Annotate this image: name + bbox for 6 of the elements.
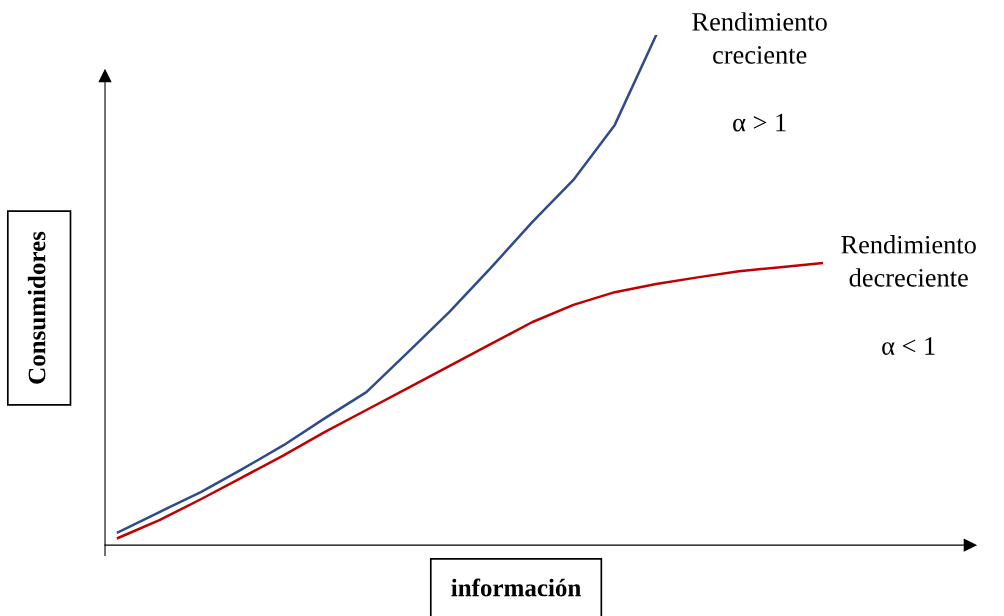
series-label: Rendimiento creciente (692, 12, 827, 64)
y-axis-title: Consumidores (27, 231, 46, 384)
series-label: Rendimiento decreciente (841, 235, 976, 287)
annotation: α > 1 (733, 113, 786, 132)
text: α < 1 (882, 337, 935, 355)
x-axis-title: información (451, 578, 581, 597)
